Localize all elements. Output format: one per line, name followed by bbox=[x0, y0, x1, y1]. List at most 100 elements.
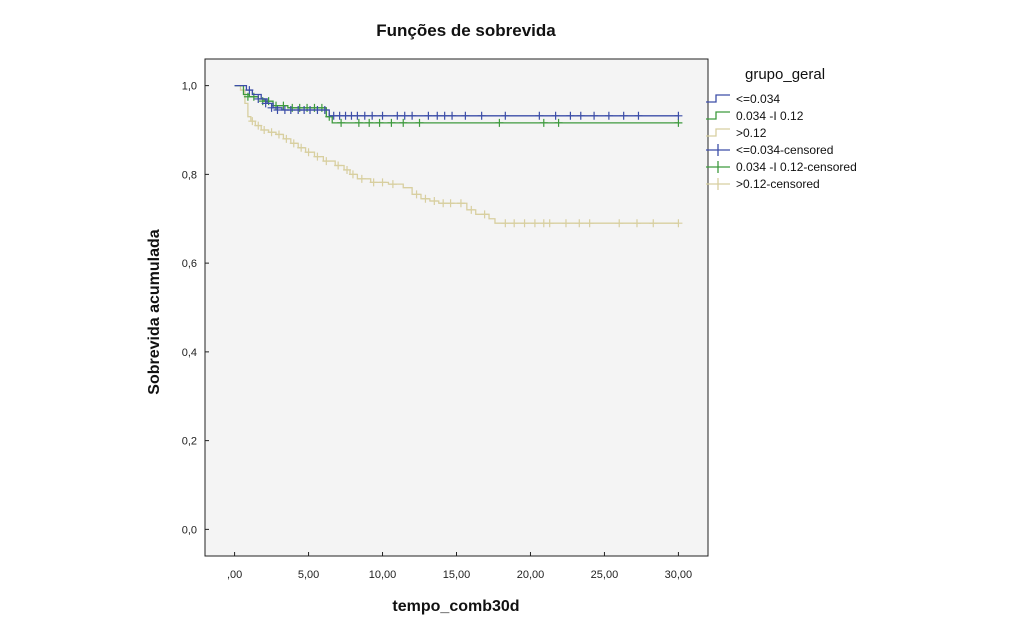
y-tick-label: 0,2 bbox=[182, 436, 197, 448]
censor-mark bbox=[334, 161, 343, 170]
censor-mark bbox=[480, 210, 489, 219]
censor-mark bbox=[286, 106, 295, 115]
censor-mark bbox=[408, 111, 417, 120]
censor-mark bbox=[456, 199, 465, 208]
x-tick-label: 5,00 bbox=[298, 569, 319, 581]
censor-mark bbox=[412, 190, 421, 199]
series-layer bbox=[234, 84, 683, 228]
x-tick-label: 15,00 bbox=[443, 569, 471, 581]
censor-mark bbox=[360, 111, 369, 120]
censor-mark bbox=[590, 111, 599, 120]
censor-mark bbox=[619, 111, 628, 120]
y-axis-title: Sobrevida acumulada bbox=[146, 229, 163, 394]
censor-mark bbox=[343, 165, 352, 174]
x-tick-label: 25,00 bbox=[591, 569, 619, 581]
censor-mark bbox=[674, 219, 683, 228]
censor-mark bbox=[279, 101, 288, 110]
censor-mark bbox=[561, 219, 570, 228]
censor-mark bbox=[393, 111, 402, 120]
censor-mark bbox=[261, 99, 270, 108]
censor-mark bbox=[477, 111, 486, 120]
censor-mark bbox=[674, 111, 683, 120]
chart-title: Funções de sobrevida bbox=[376, 21, 556, 40]
y-tick-label: 0,4 bbox=[182, 347, 197, 359]
censor-mark bbox=[375, 118, 384, 127]
censor-mark bbox=[387, 118, 396, 127]
censor-mark bbox=[520, 219, 529, 228]
series-line-2 bbox=[234, 84, 679, 224]
x-tick-label: ,00 bbox=[227, 569, 242, 581]
censor-mark bbox=[424, 111, 433, 120]
censor-mark bbox=[439, 199, 448, 208]
censor-mark bbox=[388, 180, 397, 189]
legend-label: <=0.034 bbox=[736, 92, 780, 106]
censor-mark bbox=[433, 111, 442, 120]
censor-mark bbox=[254, 121, 263, 130]
censor-mark bbox=[399, 118, 408, 127]
censor-mark bbox=[254, 94, 263, 103]
censor-mark bbox=[274, 130, 283, 139]
censor-mark bbox=[430, 197, 439, 205]
legend-label: 0.034 -I 0.12 bbox=[736, 109, 804, 123]
plot-area bbox=[204, 58, 709, 557]
censor-mark bbox=[313, 106, 322, 115]
censor-mark bbox=[634, 111, 643, 120]
censor-mark bbox=[357, 174, 366, 183]
censor-mark bbox=[545, 219, 554, 228]
x-tick-label: 30,00 bbox=[665, 569, 693, 581]
censor-mark bbox=[273, 106, 282, 115]
censor-mark bbox=[353, 111, 362, 120]
censor-mark bbox=[632, 219, 641, 228]
censor-mark bbox=[260, 126, 269, 134]
censor-mark bbox=[440, 111, 449, 120]
y-axis: 0,0 0,2 0,4 0,6 0,8 1,0 bbox=[182, 81, 209, 536]
censor-mark bbox=[297, 143, 306, 152]
x-tick-label: 10,00 bbox=[369, 569, 397, 581]
censor-mark bbox=[649, 219, 658, 228]
censor-mark bbox=[245, 86, 254, 95]
legend-label: >0.12 bbox=[736, 126, 767, 140]
x-tick-label: 20,00 bbox=[517, 569, 545, 581]
y-tick-label: 0,6 bbox=[182, 258, 197, 270]
censor-mark bbox=[461, 111, 470, 120]
censor-mark bbox=[576, 111, 585, 120]
censor-mark bbox=[306, 106, 315, 115]
censor-mark bbox=[320, 106, 329, 115]
censor-mark bbox=[348, 170, 357, 179]
censor-mark bbox=[467, 205, 476, 214]
censor-mark bbox=[248, 117, 257, 126]
censor-mark bbox=[400, 111, 409, 120]
legend-swatch bbox=[706, 128, 730, 137]
legend-swatch bbox=[706, 178, 730, 190]
censor-mark bbox=[289, 139, 298, 148]
censor-mark bbox=[415, 118, 424, 127]
censor-mark bbox=[378, 111, 387, 120]
censor-mark bbox=[535, 111, 544, 120]
legend: grupo_geral <=0.034 0.034 -I 0.12 >0.12 <=0… bbox=[706, 66, 857, 191]
censor-mark bbox=[551, 111, 560, 120]
legend-label: 0.034 -I 0.12-censored bbox=[736, 160, 857, 174]
censor-mark bbox=[501, 219, 510, 228]
censor-mark bbox=[510, 219, 519, 228]
censor-mark bbox=[615, 219, 624, 228]
censor-mark bbox=[421, 194, 430, 203]
censor-mark bbox=[337, 118, 346, 127]
x-axis: ,00 5,00 10,00 15,00 20,00 25,00 30,00 bbox=[227, 552, 692, 581]
censor-mark bbox=[566, 111, 575, 120]
y-tick-label: 1,0 bbox=[182, 81, 197, 93]
censor-mark bbox=[369, 178, 378, 187]
censor-mark bbox=[501, 111, 510, 120]
censor-mark bbox=[530, 219, 539, 228]
censor-mark bbox=[267, 128, 276, 137]
y-tick-label: 0,8 bbox=[182, 169, 197, 181]
legend-title: grupo_geral bbox=[745, 66, 825, 83]
censor-mark bbox=[554, 118, 563, 127]
censor-mark bbox=[585, 219, 594, 228]
censor-mark bbox=[674, 118, 683, 127]
censor-mark bbox=[378, 178, 387, 187]
censor-mark bbox=[446, 199, 455, 208]
censor-mark bbox=[282, 134, 291, 143]
censor-mark bbox=[267, 103, 276, 112]
censor-mark bbox=[365, 118, 374, 127]
censor-mark bbox=[575, 219, 584, 228]
